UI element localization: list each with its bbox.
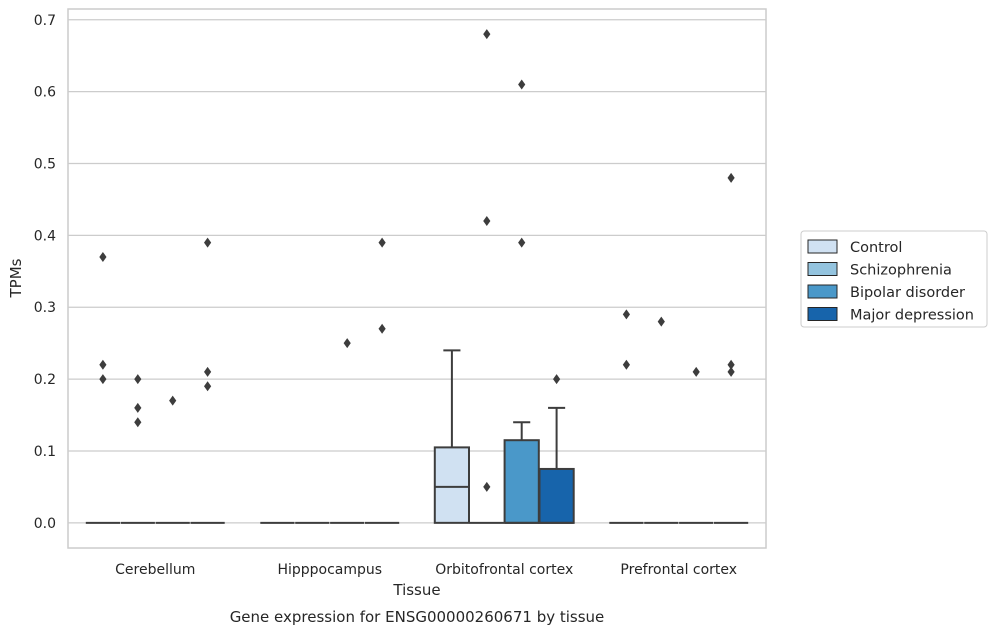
- box-body: [538, 467, 575, 524]
- box-control: [609, 309, 644, 524]
- box-bipolar-disorder: [679, 366, 714, 524]
- legend-swatch: [807, 262, 838, 276]
- outlier-point: [657, 316, 665, 327]
- outlier-point: [622, 359, 630, 370]
- outlier-point: [518, 79, 526, 90]
- x-tick-label: Cerebellum: [115, 562, 195, 578]
- outlier-point: [727, 359, 735, 370]
- outlier-point: [204, 366, 212, 377]
- plot-frame: [67, 8, 767, 549]
- x-tick-label: Orbitofrontal cortex: [435, 562, 573, 578]
- box-schizophrenia: [469, 29, 504, 524]
- outlier-point: [204, 381, 212, 392]
- y-tick-label: 0.3: [34, 300, 56, 316]
- outlier-point: [343, 338, 351, 349]
- outlier-point: [134, 402, 142, 413]
- outlier-point: [99, 251, 107, 262]
- outlier-point: [378, 323, 386, 334]
- outlier-point: [483, 481, 491, 492]
- outlier-point: [134, 417, 142, 428]
- y-tick-label: 0.7: [34, 13, 56, 29]
- box-bipolar-disorder: [330, 338, 365, 524]
- y-tick-label: 0.0: [34, 516, 56, 532]
- box-bipolar-disorder: [155, 395, 190, 524]
- legend-swatch: [807, 307, 838, 321]
- outlier-point: [134, 374, 142, 385]
- outlier-point: [483, 216, 491, 227]
- x-tick-labels: Cerebellum Hipppocampus Orbitofrontal cort…: [115, 562, 737, 578]
- box-body: [503, 439, 540, 524]
- outlier-point: [518, 237, 526, 248]
- outlier-point: [169, 395, 177, 406]
- y-tick-label: 0.5: [34, 157, 56, 173]
- legend-frame: [800, 230, 988, 328]
- outlier-point: [99, 374, 107, 385]
- box-bipolar-disorder: [503, 79, 540, 524]
- grid: [68, 19, 766, 524]
- y-tick-label: 0.6: [34, 85, 56, 101]
- outlier-point: [622, 309, 630, 320]
- box-control: [433, 349, 471, 524]
- chart-caption: Gene expression for ENSG00000260671 by t…: [230, 608, 605, 626]
- outlier-point: [99, 359, 107, 370]
- box-schizophrenia: [120, 374, 155, 524]
- box-major-depression: [364, 237, 400, 524]
- outlier-point: [553, 374, 561, 385]
- outlier-point: [692, 366, 700, 377]
- box-control: [85, 251, 121, 524]
- x-axis-label: Tissue: [392, 581, 440, 599]
- y-axis-label: TPMs: [7, 258, 25, 298]
- box-marks: [85, 29, 749, 524]
- outlier-point: [378, 237, 386, 248]
- box-schizophrenia: [644, 316, 679, 524]
- legend-swatch: [807, 239, 838, 254]
- legend-label: Schizophrenia: [850, 263, 952, 279]
- legend-label: Bipolar disorder: [850, 285, 965, 301]
- legend-label: Control: [850, 240, 902, 256]
- outlier-point: [727, 366, 735, 377]
- outlier-point: [204, 237, 212, 248]
- box-major-depression: [190, 237, 225, 524]
- y-tick-labels: 0.0 0.1 0.2 0.3 0.4 0.5 0.6 0.7: [34, 13, 56, 532]
- legend: Control Schizophrenia Bipolar disorder Majo…: [800, 230, 988, 328]
- x-tick-label: Prefrontal cortex: [620, 562, 737, 578]
- y-tick-label: 0.2: [34, 372, 56, 388]
- box-major-depression: [538, 374, 575, 524]
- box-body: [433, 446, 471, 524]
- y-tick-label: 0.1: [34, 444, 56, 460]
- outlier-point: [483, 29, 491, 40]
- legend-swatch: [807, 284, 838, 299]
- x-tick-label: Hipppocampus: [277, 562, 382, 578]
- box-major-depression: [713, 172, 749, 524]
- y-tick-label: 0.4: [34, 228, 56, 244]
- legend-label: Major depression: [850, 308, 974, 324]
- outlier-point: [727, 172, 735, 183]
